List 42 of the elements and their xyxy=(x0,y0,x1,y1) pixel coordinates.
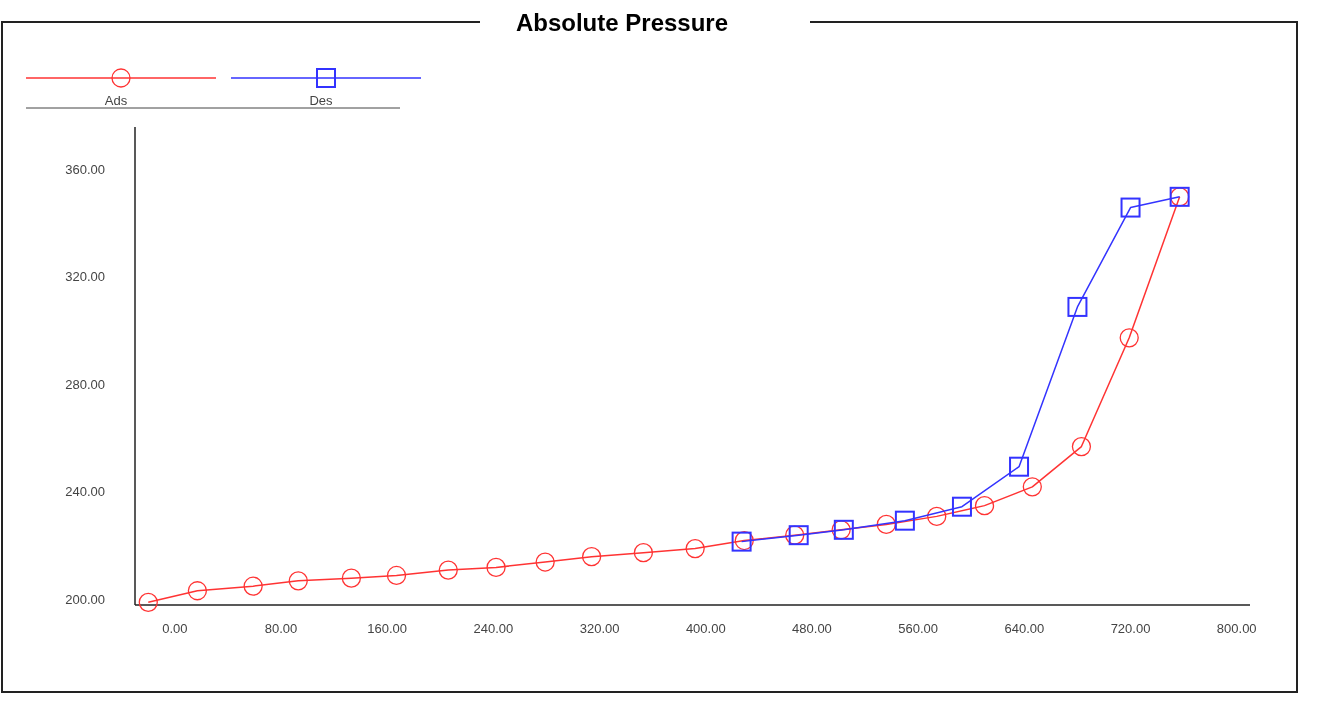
x-tick-label: 720.00 xyxy=(1110,621,1151,636)
point xyxy=(438,560,458,580)
x-tick-label: 320.00 xyxy=(579,621,620,636)
x-tick-label: 80.00 xyxy=(264,621,298,636)
point xyxy=(138,592,158,612)
point xyxy=(1071,436,1092,457)
y-tick-label: 280.00 xyxy=(65,376,105,392)
legend-label: Ads xyxy=(104,93,128,108)
point xyxy=(974,495,995,516)
point xyxy=(1120,197,1141,218)
point xyxy=(243,576,263,596)
x-tick-label: 800.00 xyxy=(1216,621,1257,636)
point xyxy=(633,542,654,563)
point xyxy=(876,514,896,535)
x-tick-label: 240.00 xyxy=(473,621,514,636)
point xyxy=(1119,328,1139,348)
point xyxy=(535,552,555,572)
point xyxy=(951,496,972,517)
y-tick-label: 240.00 xyxy=(65,484,105,500)
point xyxy=(581,547,602,567)
x-tick-label: 640.00 xyxy=(1004,621,1045,636)
point xyxy=(685,538,705,559)
legend-label: Des xyxy=(309,93,334,108)
point xyxy=(341,568,362,588)
y-tick-label: 320.00 xyxy=(65,269,105,285)
point xyxy=(386,565,407,586)
point xyxy=(894,510,915,531)
point xyxy=(1022,477,1042,497)
x-tick-label: 480.00 xyxy=(792,621,832,636)
point xyxy=(486,557,506,578)
point xyxy=(927,506,947,527)
y-tick-label: 200.00 xyxy=(65,591,105,607)
x-tick-label: 560.00 xyxy=(898,621,939,636)
point xyxy=(1067,296,1088,317)
point xyxy=(1009,456,1030,477)
x-tick-label: 0.00 xyxy=(162,621,188,636)
point xyxy=(187,581,208,601)
x-tick-label: 160.00 xyxy=(367,621,408,636)
x-tick-label: 400.00 xyxy=(685,621,726,636)
point xyxy=(288,571,308,591)
y-tick-label: 360.00 xyxy=(65,161,105,177)
chart-title: Absolute Pressure xyxy=(515,9,729,36)
